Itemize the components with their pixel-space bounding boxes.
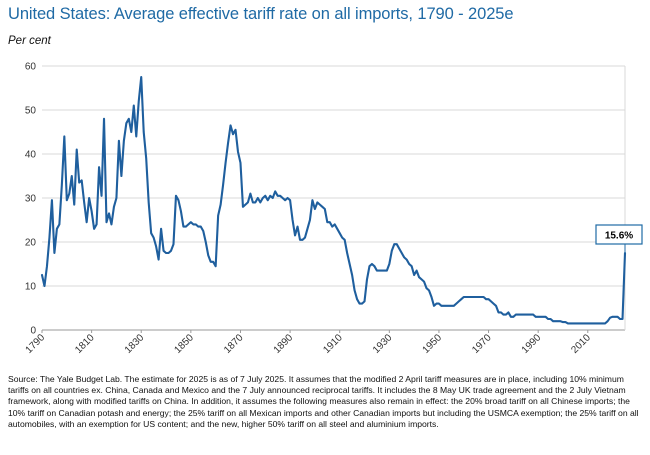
y-tick-label-20: 20	[25, 238, 37, 249]
x-tick-label-1850: 1850	[172, 332, 196, 356]
x-tick-label-2010: 2010	[569, 332, 593, 356]
series-line-0	[40, 75, 627, 325]
gridlines	[42, 65, 625, 287]
x-tick-label-1910: 1910	[321, 332, 345, 356]
y-tick-label-40: 40	[25, 150, 37, 161]
x-tick-label-1950: 1950	[421, 332, 445, 356]
chart-title: United States: Average effective tariff …	[8, 5, 514, 23]
x-tick-label-1790: 1790	[24, 332, 48, 356]
x-tick-label-1970: 1970	[470, 332, 494, 356]
x-tick-label-1890: 1890	[272, 332, 296, 356]
x-tick-label-1830: 1830	[123, 332, 147, 356]
y-tick-label-10: 10	[25, 282, 37, 293]
y-axis-unit-label: Per cent	[8, 35, 51, 47]
annotation-callout: 15.6%	[595, 224, 643, 253]
source-note: Source: The Yale Budget Lab. The estimat…	[8, 374, 639, 429]
y-tick-label-30: 30	[25, 194, 37, 205]
y-tick-label-60: 60	[25, 62, 37, 73]
x-tick-label-1930: 1930	[371, 332, 395, 356]
y-tick-label-50: 50	[25, 106, 37, 117]
callout-box	[595, 224, 643, 245]
x-tick-label-1990: 1990	[520, 332, 544, 356]
line-chart: 0 10 20 30 40 50 60 1790 1810 1830 1850 1870 1890 19…	[24, 62, 643, 356]
x-tick-label-1870: 1870	[222, 332, 246, 356]
axes	[41, 66, 626, 333]
y-axis-tick-labels: 0 10 20 30 40 50 60	[25, 62, 37, 337]
y-tick-label-0: 0	[30, 326, 36, 337]
callout-label: 15.6%	[605, 231, 633, 242]
series-group	[40, 75, 627, 325]
x-tick-label-1810: 1810	[73, 332, 97, 356]
x-axis-tick-labels: 1790 1810 1830 1850 1870 1890 1910 1930 1950 1970…	[24, 332, 594, 356]
